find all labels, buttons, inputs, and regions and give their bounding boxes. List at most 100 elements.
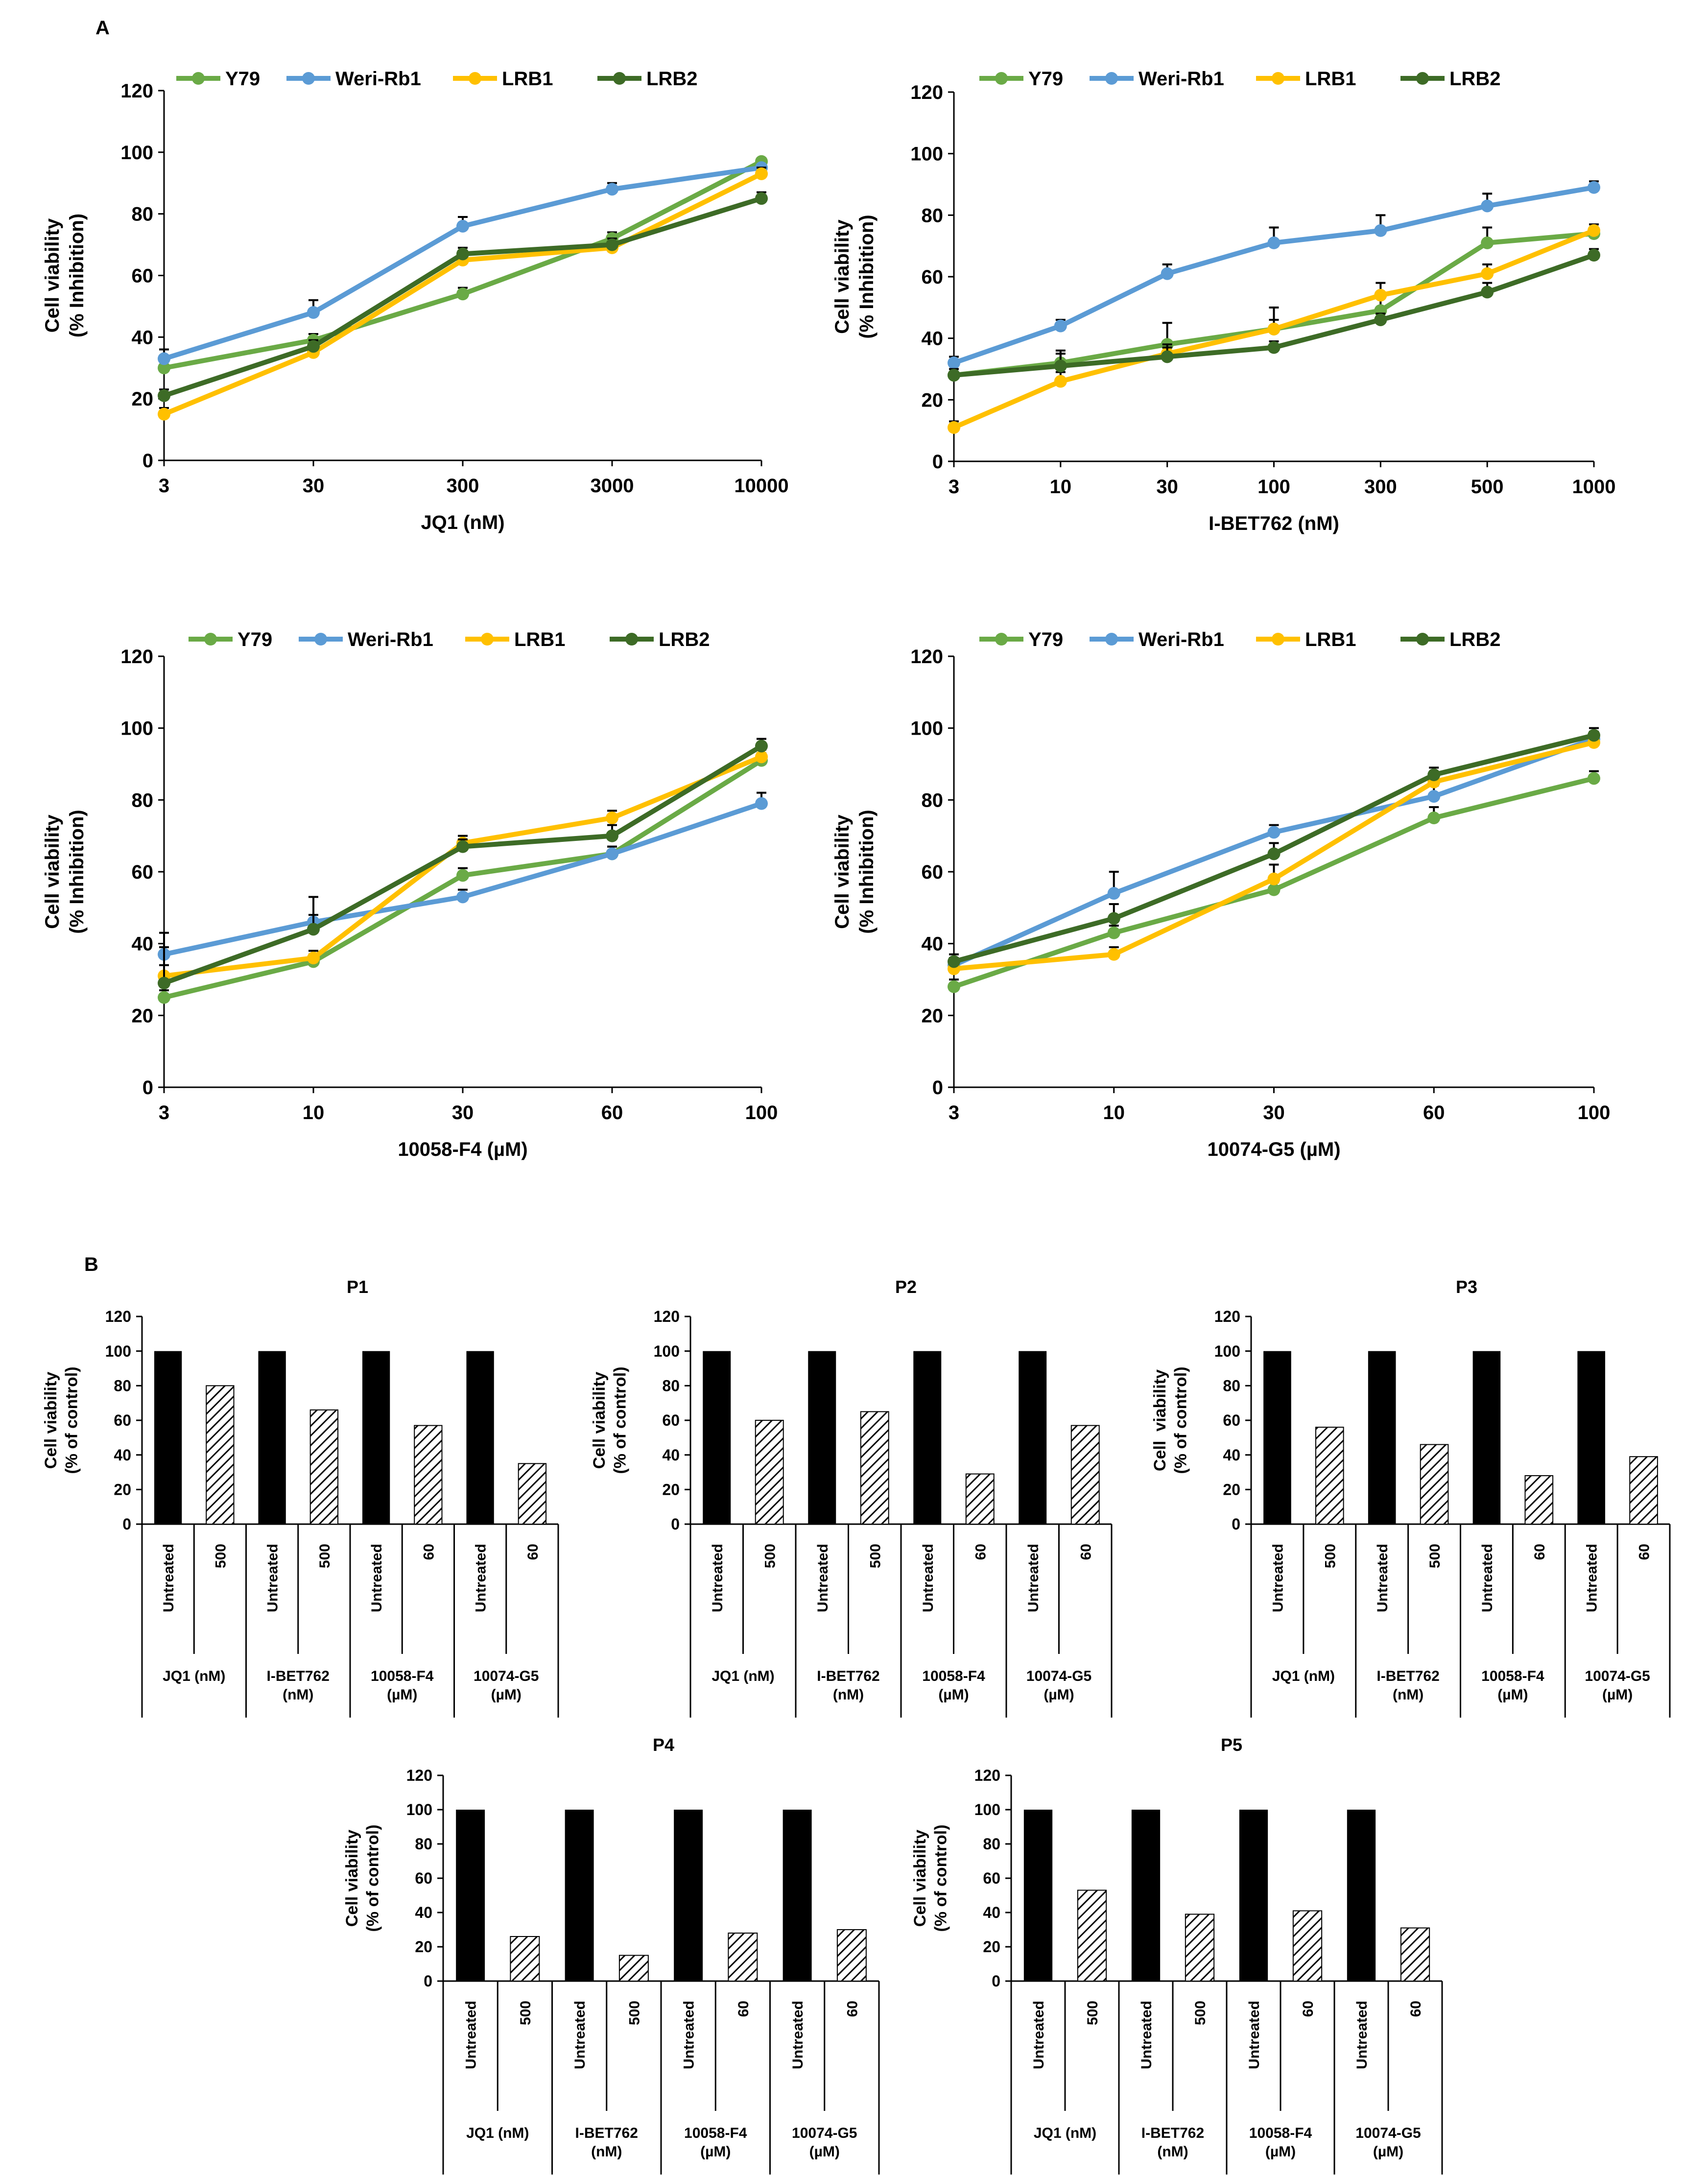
chart-a2: 0 20 40 60 80 100 120 Cell viability (% Inhibiti… bbox=[831, 68, 1615, 534]
category-label: 500 bbox=[762, 1544, 778, 1568]
x-tick-label: 300 bbox=[447, 475, 479, 497]
bar-untreated bbox=[783, 1810, 812, 1981]
group-label: I-BET762 bbox=[1141, 2125, 1204, 2141]
x-tick-label: 10 bbox=[303, 1102, 325, 1124]
bar-treated bbox=[1292, 1910, 1323, 1982]
category-label: Untreated bbox=[369, 1544, 385, 1612]
y-axis-label: (% Inhibition) bbox=[856, 215, 878, 338]
legend-label: LRB2 bbox=[659, 629, 710, 650]
series-line bbox=[953, 231, 1594, 378]
group-label: 10074-G5 bbox=[1355, 2125, 1421, 2141]
data-point bbox=[1267, 341, 1281, 354]
group-label: (µM) bbox=[1497, 1687, 1528, 1703]
y-tick-label: 120 bbox=[120, 646, 153, 668]
series-y79 bbox=[948, 770, 1600, 993]
data-point bbox=[606, 812, 618, 824]
y-tick-label: 20 bbox=[983, 1938, 1000, 1956]
category-label: Untreated bbox=[1354, 2001, 1370, 2069]
y-tick-label: 100 bbox=[974, 1801, 1000, 1818]
y-tick-label: 80 bbox=[983, 1835, 1000, 1853]
category-label: 500 bbox=[213, 1544, 229, 1568]
series-lrb1 bbox=[158, 748, 768, 982]
legend-marker bbox=[469, 72, 481, 85]
data-point bbox=[307, 923, 320, 936]
series-y79 bbox=[948, 226, 1600, 382]
data-point bbox=[948, 369, 960, 382]
category-label: Untreated bbox=[920, 1544, 936, 1612]
y-tick-label: 20 bbox=[1223, 1481, 1240, 1499]
bar-treated bbox=[414, 1425, 443, 1525]
y-axis-label: Cell viability bbox=[831, 814, 853, 929]
data-point bbox=[1427, 790, 1441, 803]
group-label: 10074-G5 bbox=[474, 1668, 539, 1684]
x-tick-label: 100 bbox=[1578, 1102, 1611, 1124]
bar-treated bbox=[965, 1473, 995, 1525]
legend-marker bbox=[613, 72, 626, 85]
data-point bbox=[1161, 267, 1174, 280]
category-label: Untreated bbox=[815, 1544, 831, 1612]
category-label: 500 bbox=[1322, 1544, 1338, 1568]
data-point bbox=[948, 980, 960, 993]
legend-label: LRB2 bbox=[1449, 68, 1500, 90]
category-label: 60 bbox=[1300, 2001, 1316, 2017]
bar-untreated bbox=[1368, 1351, 1396, 1524]
y-axis-label: Cell viability bbox=[1151, 1369, 1169, 1471]
data-point bbox=[1481, 199, 1494, 213]
x-axis-label: I-BET762 (nM) bbox=[1209, 513, 1339, 534]
group-label: (nM) bbox=[283, 1687, 313, 1703]
legend-label: Y79 bbox=[1028, 68, 1063, 90]
legend-label: LRB2 bbox=[646, 68, 697, 90]
data-point bbox=[1481, 267, 1494, 280]
legend-item: Y79 bbox=[176, 68, 260, 90]
y-axis-label: Cell viability bbox=[42, 1372, 60, 1469]
data-point bbox=[755, 167, 768, 180]
group-label: (nM) bbox=[833, 1687, 864, 1703]
y-tick-label: 80 bbox=[114, 1377, 131, 1395]
y-axis-label: (% Inhibition) bbox=[66, 214, 88, 337]
y-tick-label: 120 bbox=[910, 646, 943, 668]
data-point bbox=[1427, 812, 1441, 824]
data-point bbox=[755, 750, 768, 764]
legend-marker bbox=[995, 633, 1008, 646]
y-tick-label: 40 bbox=[662, 1446, 680, 1464]
y-tick-label: 100 bbox=[406, 1801, 432, 1818]
category-label: 60 bbox=[844, 2001, 860, 2017]
category-label: Untreated bbox=[681, 2001, 697, 2069]
legend-label: Weri-Rb1 bbox=[348, 629, 433, 650]
x-tick-label: 3 bbox=[159, 475, 169, 497]
data-point bbox=[606, 238, 618, 251]
group-label: (nM) bbox=[591, 2144, 622, 2160]
y-tick-label: 80 bbox=[415, 1835, 432, 1853]
data-point bbox=[1267, 883, 1281, 896]
y-tick-label: 20 bbox=[415, 1938, 432, 1956]
y-axis-label: (% of control) bbox=[932, 1824, 950, 1932]
category-label: Untreated bbox=[265, 1544, 281, 1612]
y-tick-label: 40 bbox=[132, 327, 154, 348]
category-label: 60 bbox=[973, 1544, 989, 1560]
category-label: 500 bbox=[1427, 1544, 1443, 1568]
data-point bbox=[1054, 319, 1067, 333]
group-label: 10074-G5 bbox=[792, 2125, 857, 2141]
category-label: 500 bbox=[518, 2001, 534, 2025]
y-tick-label: 60 bbox=[415, 1869, 432, 1887]
legend-marker bbox=[204, 633, 217, 646]
legend-marker bbox=[995, 72, 1008, 85]
data-point bbox=[1107, 912, 1120, 925]
data-point bbox=[1161, 350, 1174, 363]
category-label: Untreated bbox=[1025, 1544, 1042, 1612]
y-axis-label: (% of control) bbox=[364, 1824, 382, 1932]
y-axis-label: (% Inhibition) bbox=[856, 810, 878, 933]
x-tick-label: 300 bbox=[1364, 476, 1397, 498]
group-label: 10074-G5 bbox=[1026, 1668, 1091, 1684]
panel-a-label: A bbox=[95, 17, 110, 39]
y-tick-label: 20 bbox=[922, 1005, 944, 1027]
y-axis-label: Cell viability bbox=[343, 1830, 361, 1927]
category-label: 60 bbox=[421, 1544, 437, 1560]
chart-a1: 0 20 40 60 80 100 120 Cell viability (% Inhibiti… bbox=[42, 68, 789, 533]
legend-label: Y79 bbox=[1028, 629, 1063, 650]
y-tick-label: 0 bbox=[992, 1972, 1000, 1990]
y-axis-label: (% Inhibition) bbox=[66, 810, 88, 933]
y-tick-label: 60 bbox=[1223, 1411, 1240, 1429]
legend-item: LRB2 bbox=[1400, 68, 1500, 90]
x-tick-label: 1000 bbox=[1572, 476, 1616, 498]
